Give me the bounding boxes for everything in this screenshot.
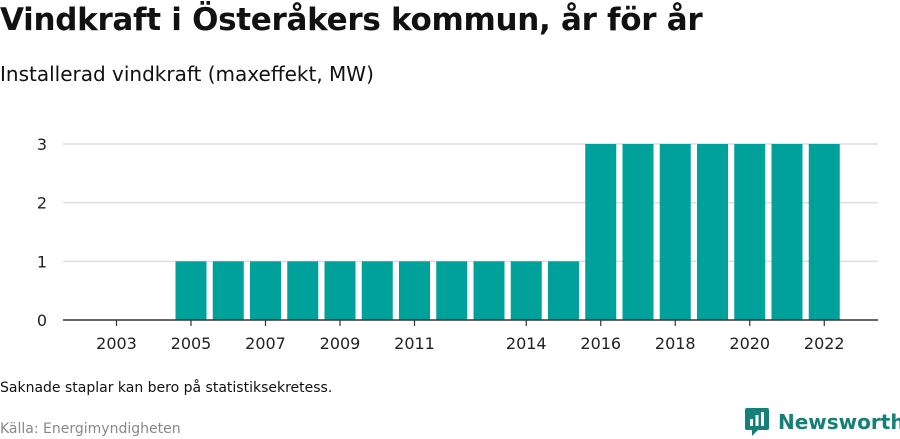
bar-2005 — [175, 261, 207, 320]
bar-2018 — [659, 144, 691, 320]
newsworthy-logo-icon — [745, 408, 769, 436]
x-tick-label: 2020 — [729, 334, 770, 353]
x-tick-label: 2014 — [506, 334, 547, 353]
x-tick-label: 2011 — [394, 334, 435, 353]
chart-subtitle: Installerad vindkraft (maxeffekt, MW) — [0, 62, 374, 86]
bar-2017 — [622, 144, 654, 320]
bars — [175, 144, 840, 320]
bar-chart: 0 1 2 3 2003 2005 2007 2009 2011 2014 2016 2018 202… — [37, 135, 878, 353]
x-tick-label: 2009 — [320, 334, 361, 353]
bar-2022 — [808, 144, 840, 320]
footnote: Saknade staplar kan bero på statistiksek… — [0, 380, 333, 396]
x-axis-ticks: 2003 2005 2007 2009 2011 2014 2016 2018 2020 2022 — [96, 320, 845, 353]
x-tick-label: 2003 — [96, 334, 137, 353]
y-axis-ticks: 0 1 2 3 — [37, 135, 47, 330]
bar-2006 — [212, 261, 244, 320]
x-tick-label: 2005 — [171, 334, 212, 353]
chart-title: Vindkraft i Österåkers kommun, år för år — [0, 2, 703, 38]
bar-2011 — [399, 261, 430, 320]
x-tick-label: 2022 — [804, 334, 845, 353]
bar-2015 — [548, 261, 579, 320]
bar-2009 — [324, 261, 356, 320]
bar-2021 — [771, 144, 803, 320]
x-tick-label: 2016 — [580, 334, 621, 353]
bar-2010 — [361, 261, 393, 320]
y-tick-label: 2 — [37, 194, 47, 213]
bar-2019 — [697, 144, 728, 320]
brand-logo[interactable]: Newsworthy — [744, 407, 900, 437]
x-tick-label: 2007 — [245, 334, 286, 353]
x-tick-label: 2018 — [655, 334, 696, 353]
source-credit: Källa: Energimyndigheten — [0, 421, 181, 437]
bar-2020 — [734, 144, 766, 320]
bar-2016 — [585, 144, 617, 320]
bar-2007 — [250, 261, 281, 320]
y-tick-label: 3 — [37, 135, 47, 154]
bar-2012 — [436, 261, 468, 320]
bar-2014 — [510, 261, 542, 320]
bar-2008 — [287, 261, 319, 320]
y-tick-label: 0 — [37, 311, 47, 330]
brand-name: Newsworthy — [778, 410, 900, 434]
bar-2013 — [473, 261, 505, 320]
y-tick-label: 1 — [37, 252, 47, 271]
